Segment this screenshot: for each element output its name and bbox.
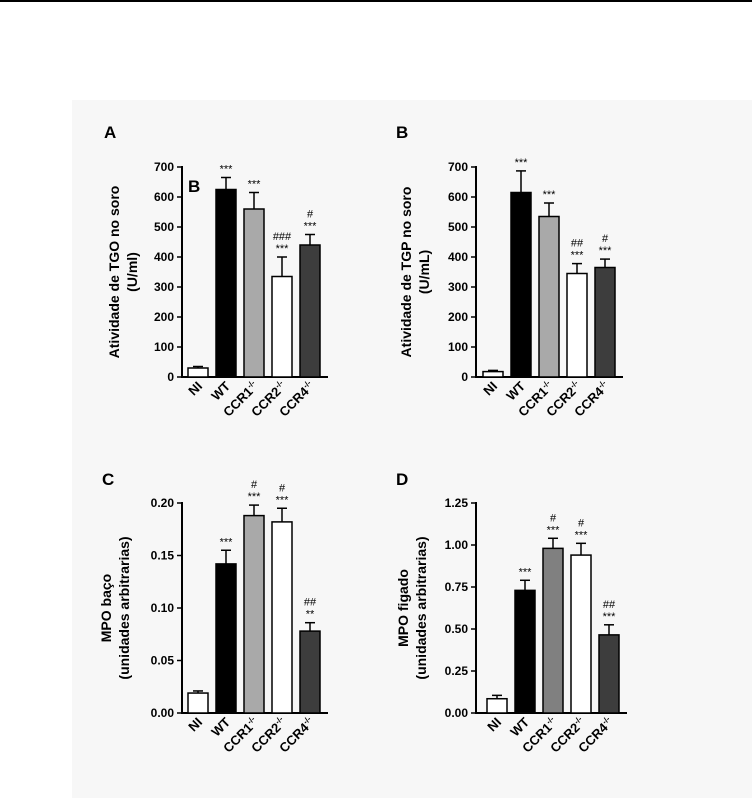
y-tick-label: 500 — [448, 220, 468, 234]
y-tick-label: 0.50 — [445, 622, 469, 636]
significance-stars: *** — [304, 221, 318, 233]
significance-stars: *** — [220, 164, 234, 176]
top-border-line — [0, 0, 752, 2]
significance-stars: *** — [543, 189, 557, 201]
y-tick-label: 300 — [448, 280, 468, 294]
bar — [482, 370, 504, 378]
y-axis-label-units: (U/ml) — [124, 252, 140, 292]
y-tick-label: 0.20 — [151, 496, 175, 510]
bar — [542, 547, 564, 714]
y-axis-label: Atividade de TGO no soro — [106, 186, 122, 359]
significance-stars: *** — [547, 524, 561, 536]
x-category-label: NI — [480, 379, 500, 399]
bar — [215, 188, 237, 378]
y-tick-label: 1.00 — [445, 538, 469, 552]
significance-stars: *** — [276, 243, 290, 255]
y-tick-label: 400 — [448, 250, 468, 264]
panel-letter: C — [102, 470, 114, 489]
significance-stars: *** — [575, 529, 589, 541]
bar — [570, 554, 592, 714]
y-axis-label-units: (U/mL) — [416, 250, 432, 294]
inset-panel-letter: B — [188, 177, 200, 196]
panel-letter: B — [396, 123, 408, 142]
significance-hashes: ### — [273, 231, 292, 243]
bar — [187, 367, 209, 378]
bar — [514, 589, 536, 714]
significance-stars: *** — [603, 611, 617, 623]
panel-letter: D — [396, 470, 408, 489]
significance-hashes: ## — [304, 597, 317, 609]
y-tick-label: 0.10 — [151, 601, 175, 615]
bar — [243, 208, 265, 378]
significance-hashes: # — [578, 517, 585, 529]
bar — [271, 275, 293, 378]
bar — [538, 215, 560, 378]
y-tick-label: 700 — [448, 160, 468, 174]
significance-hashes: # — [550, 512, 557, 524]
y-tick-label: 0.00 — [445, 706, 469, 720]
y-tick-label: 1.25 — [445, 496, 469, 510]
figure-background — [72, 100, 752, 798]
bar — [594, 266, 616, 378]
significance-stars: *** — [220, 536, 234, 548]
significance-stars: *** — [571, 250, 585, 262]
y-tick-label: 400 — [154, 250, 174, 264]
significance-hashes: # — [279, 482, 286, 494]
y-tick-label: 600 — [448, 190, 468, 204]
significance-stars: *** — [599, 245, 613, 257]
bar — [187, 692, 209, 714]
y-tick-label: 0.00 — [151, 706, 175, 720]
bar — [243, 514, 265, 714]
y-tick-label: 500 — [154, 220, 174, 234]
significance-hashes: ## — [603, 599, 616, 611]
y-tick-label: 200 — [154, 310, 174, 324]
chart-panel-c: C MPO baço (unidades arbitrarias) 0.00 0.05 0… — [98, 470, 328, 756]
bar — [299, 630, 321, 714]
significance-hashes: # — [307, 209, 314, 221]
bar — [299, 244, 321, 378]
y-tick-label: 700 — [154, 160, 174, 174]
significance-stars: *** — [248, 179, 262, 191]
y-axis-label: MPO baço — [98, 574, 114, 642]
x-category-label: NI — [185, 715, 205, 735]
bar — [215, 563, 237, 714]
bar — [598, 634, 620, 714]
panel-letter: A — [104, 123, 116, 142]
significance-stars: *** — [515, 157, 529, 169]
significance-stars: ** — [306, 609, 315, 621]
chart-panel-a: A B Atividade de TGO no soro (U/ml) 0 100 200 3… — [104, 123, 328, 420]
bar — [566, 272, 588, 378]
chart-panel-d: D MPO figado (unidades arbitrarias) 0.00 0.2… — [395, 470, 627, 756]
x-category-label: NI — [185, 379, 205, 399]
y-tick-label: 200 — [448, 310, 468, 324]
bar — [271, 521, 293, 714]
significance-hashes: ## — [571, 238, 584, 250]
y-tick-label: 100 — [448, 340, 468, 354]
y-tick-label: 0.05 — [151, 654, 175, 668]
y-tick-label: 0.25 — [445, 664, 469, 678]
y-axis-label: MPO figado — [395, 569, 411, 647]
bar — [510, 191, 532, 378]
y-axis-label-units: (unidades arbitrarias) — [116, 536, 132, 679]
y-tick-label: 0 — [167, 370, 174, 384]
y-tick-label: 0 — [461, 370, 468, 384]
y-tick-label: 0.75 — [445, 580, 469, 594]
significance-stars: *** — [276, 494, 290, 506]
significance-stars: *** — [248, 491, 262, 503]
significance-stars: *** — [519, 566, 533, 578]
y-tick-label: 0.15 — [151, 549, 175, 563]
significance-hashes: # — [251, 479, 258, 491]
x-category-label: NI — [484, 715, 504, 735]
y-axis-label: Atividade de TGP no soro — [398, 187, 414, 358]
y-tick-label: 100 — [154, 340, 174, 354]
y-tick-label: 600 — [154, 190, 174, 204]
y-axis-label-units: (unidades arbitrarias) — [413, 536, 429, 679]
bar — [486, 697, 508, 714]
significance-hashes: # — [602, 233, 609, 245]
chart-panel-b: B Atividade de TGP no soro (U/mL) 0 100 200 30… — [396, 123, 623, 420]
y-tick-label: 300 — [154, 280, 174, 294]
